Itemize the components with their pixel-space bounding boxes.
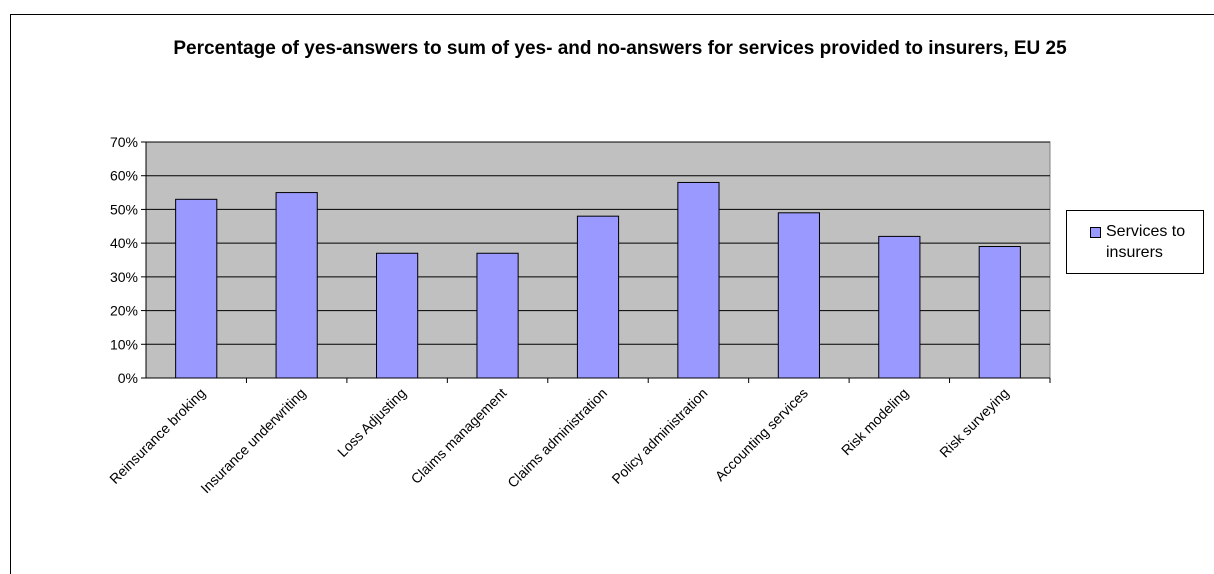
bar — [275, 192, 318, 379]
bar — [878, 235, 921, 379]
x-category-label: Policy administration — [608, 385, 710, 487]
legend-label: Services to insurers — [1106, 223, 1186, 261]
bar — [677, 181, 720, 379]
bar — [777, 212, 820, 379]
legend-swatch-icon — [1090, 227, 1101, 238]
y-tick-label: 40% — [110, 235, 138, 251]
x-category-label: Accounting services — [712, 385, 811, 484]
y-tick-label: 10% — [110, 336, 138, 352]
bar — [175, 198, 218, 379]
bar — [376, 252, 419, 379]
bar — [476, 252, 519, 379]
x-category-label: Claims administration — [504, 385, 610, 491]
x-category-label: Loss Adjusting — [334, 385, 409, 460]
y-tick-label: 30% — [110, 269, 138, 285]
x-category-label: Reinsurance broking — [106, 385, 208, 487]
chart-title: Percentage of yes-answers to sum of yes-… — [173, 38, 1067, 59]
bar — [576, 215, 620, 379]
y-tick-label: 70% — [110, 134, 138, 150]
x-category-label: Insurance underwriting — [197, 385, 308, 496]
axes — [141, 141, 1051, 383]
y-tick-label: 50% — [110, 201, 138, 217]
bar — [978, 246, 1021, 379]
bars — [175, 181, 1021, 379]
x-category-label: Claims management — [408, 385, 510, 487]
x-category-label: Risk modeling — [838, 385, 911, 458]
y-tick-label: 20% — [110, 303, 138, 319]
x-category-label: Risk surveying — [936, 385, 1012, 461]
y-tick-label: 0% — [118, 370, 138, 386]
y-tick-label: 60% — [110, 168, 138, 184]
legend: Services to insurers — [1066, 210, 1204, 274]
chart-frame — [10, 14, 1214, 574]
